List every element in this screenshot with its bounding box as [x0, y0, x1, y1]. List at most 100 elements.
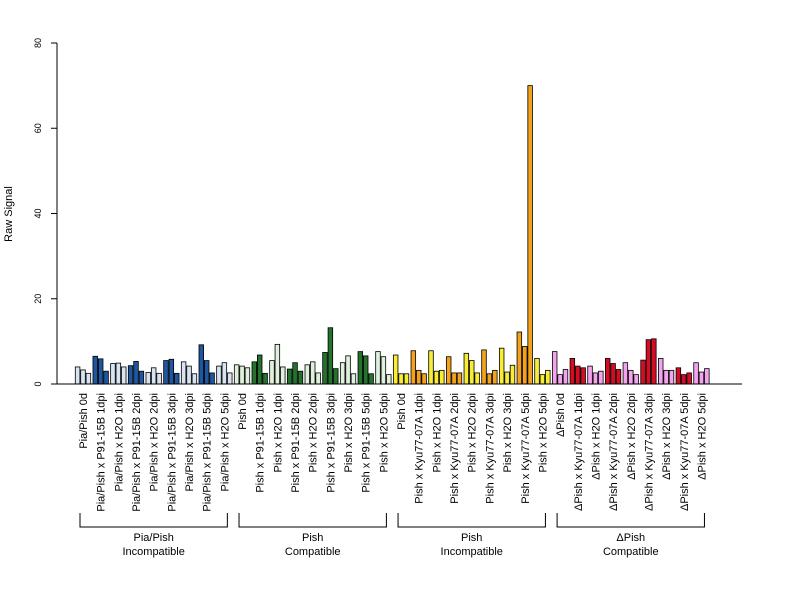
x-tick-label: ΔPish x Kyu77-07A 3dpi [643, 393, 655, 511]
bar [262, 372, 268, 385]
bar [569, 358, 576, 385]
bar [663, 369, 669, 385]
bar [610, 363, 616, 385]
bar [486, 373, 493, 385]
bar [587, 365, 593, 385]
y-tick-label: 0 [33, 381, 43, 386]
x-tick-label: Pish 0d [237, 393, 249, 430]
bar [221, 362, 228, 385]
x-tick-label: Pish x H2O 5dpi [378, 393, 390, 472]
bar [103, 370, 109, 385]
bar [433, 370, 440, 385]
x-tick-label: Pish x H2O 3dpi [502, 393, 514, 472]
bar [598, 370, 604, 385]
bar [628, 369, 634, 385]
bar [451, 372, 457, 385]
x-tick-label: ΔPish x H2O 1dpi [590, 393, 602, 480]
bar [592, 372, 599, 385]
bar [92, 355, 98, 385]
bar [133, 361, 139, 385]
bar [74, 366, 81, 385]
y-tick-label: 20 [33, 294, 43, 304]
bar [675, 367, 682, 385]
bar [174, 372, 180, 385]
x-tick-label: ΔPish 0d [555, 393, 567, 437]
bar [350, 373, 357, 385]
x-tick-label: Pish x H2O 2dpi [308, 393, 320, 472]
bar [645, 339, 652, 385]
bar [180, 361, 187, 385]
bar [80, 369, 86, 385]
bar [410, 350, 417, 385]
group-name: Pish [302, 532, 323, 544]
bar [463, 352, 470, 385]
bar [403, 373, 410, 385]
bar [562, 369, 569, 385]
bar [668, 369, 675, 385]
x-tick-label: ΔPish x Kyu77-07A 2dpi [608, 393, 620, 511]
group-bracket [556, 513, 705, 528]
bars [74, 85, 710, 385]
x-tick-label: Pia/Pish x H2O 2dpi [149, 393, 161, 491]
bar [345, 355, 351, 385]
x-tick-label: Pish 0d [396, 393, 408, 430]
bar [233, 364, 240, 385]
bar [292, 362, 298, 385]
x-tick-label: Pish x Kyu77-07A 1dpi [414, 393, 426, 504]
group-bracket [397, 513, 546, 528]
bar [633, 374, 639, 385]
group-name: ΔPish [616, 532, 645, 544]
bar [421, 373, 427, 385]
x-tick-label: Pish x P91-15B 5dpi [361, 393, 373, 493]
bar [256, 354, 263, 385]
bar [168, 358, 175, 385]
bar [145, 372, 151, 385]
bar [269, 360, 275, 385]
bar [315, 372, 321, 385]
x-tick-label: Pish x Kyu77-07A 2dpi [449, 393, 461, 504]
bar [251, 361, 257, 385]
x-tick-label: Pish x Kyu77-07A 5dpi [520, 393, 532, 504]
x-tick-label: ΔPish x H2O 5dpi [696, 393, 708, 480]
bar [368, 373, 374, 385]
x-tick-label: Pia/Pish x H2O 3dpi [184, 393, 196, 491]
x-tick-label: Pia/Pish x H2O 5dpi [219, 393, 231, 491]
bar [492, 369, 498, 385]
bar [551, 351, 558, 385]
group-bracket [79, 513, 228, 528]
group-subname: Incompatible [122, 546, 184, 558]
bar [327, 327, 334, 385]
x-tick-label: Pish x H2O 1dpi [272, 393, 284, 472]
bar [509, 364, 516, 385]
bar [605, 358, 611, 385]
x-tick-label: Pish x P91-15B 2dpi [290, 393, 302, 493]
bar [304, 364, 311, 385]
y-tick-label: 80 [33, 38, 43, 48]
bar [428, 350, 434, 385]
bar [686, 372, 692, 385]
x-tick-label: Pia/Pish x P91-15B 5dpi [202, 393, 214, 512]
x-tick-label: Pia/Pish 0d [78, 393, 90, 449]
x-tick-label: Pia/Pish x P91-15B 1dpi [96, 393, 108, 512]
x-tick-label: ΔPish x H2O 2dpi [626, 393, 638, 480]
bar [580, 367, 586, 385]
bar [651, 338, 657, 385]
x-tick-label: Pish x P91-15B 1dpi [255, 393, 267, 493]
bar [150, 367, 157, 385]
group-subname: Compatible [285, 546, 341, 558]
bar [216, 365, 222, 385]
bar [239, 365, 245, 385]
bar [693, 362, 699, 385]
bar [469, 360, 475, 385]
bar [386, 374, 392, 385]
bar [622, 362, 629, 385]
bar [127, 365, 134, 385]
bar [115, 362, 122, 385]
bar [445, 356, 452, 385]
bar [110, 363, 116, 385]
bar [280, 366, 286, 385]
y-tick-label: 40 [33, 208, 43, 218]
x-tick-label: Pish x H2O 1dpi [431, 393, 443, 472]
bar [481, 349, 487, 385]
